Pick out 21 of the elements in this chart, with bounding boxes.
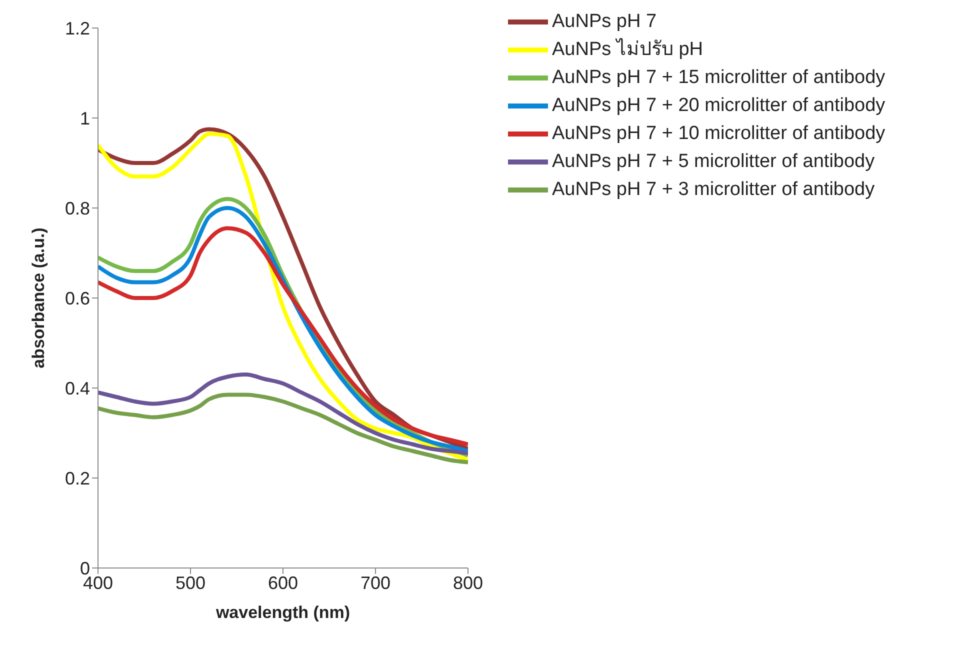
x-axis-title: wavelength (nm)	[214, 603, 350, 622]
x-tick-label: 600	[268, 572, 298, 593]
legend-label: AuNPs ไม่ปรับ pH	[552, 37, 703, 62]
x-tick-label: 500	[175, 572, 206, 593]
y-tick-label: 0.2	[64, 468, 90, 488]
x-tick-label: 800	[452, 572, 484, 593]
legend-label: AuNPs pH 7 + 20 microlitter of antibody	[552, 94, 886, 118]
y-tick-label: 0.4	[64, 378, 90, 398]
legend-label: AuNPs pH 7 + 15 microlitter of antibody	[552, 66, 886, 90]
legend-label: AuNPs pH 7	[552, 10, 657, 34]
line-series	[98, 372, 468, 456]
legend-label: AuNPs pH 7 + 5 microlitter of antibody	[552, 150, 875, 174]
x-tick-label: 700	[360, 572, 391, 593]
legend-label: AuNPs pH 7 + 3 microlitter of antibody	[552, 178, 875, 202]
y-tick-label: 1.2	[64, 18, 90, 38]
y-tick-label: 0.6	[64, 288, 90, 308]
y-tick-label: 1	[80, 108, 90, 128]
line-series	[98, 392, 468, 464]
y-tick-label: 0.8	[64, 198, 90, 218]
legend-label: AuNPs pH 7 + 10 microlitter of antibody	[552, 122, 886, 146]
y-axis-title: absorbance (a.u.)	[29, 228, 48, 368]
